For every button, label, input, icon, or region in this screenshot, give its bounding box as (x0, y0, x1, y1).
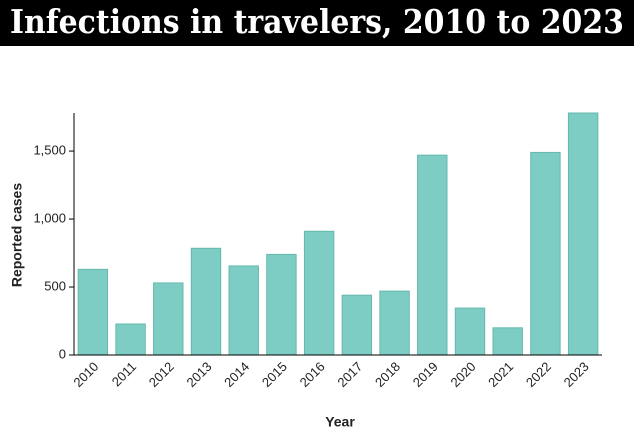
y-tick-label: 0 (59, 346, 66, 361)
x-tick-label: 2018 (372, 359, 403, 390)
x-tick-label: 2022 (523, 359, 554, 390)
x-tick-label: 2016 (297, 359, 328, 390)
y-axis-title: Reported cases (9, 183, 25, 287)
x-tick-label: 2010 (70, 359, 101, 390)
bar (190, 247, 222, 356)
x-tick-label: 2020 (447, 359, 478, 390)
title-banner (0, 0, 634, 46)
bar (228, 265, 259, 356)
y-tick-label: 1,000 (33, 210, 66, 225)
x-tick-label: 2013 (183, 359, 214, 390)
x-tick-label: 2014 (221, 359, 252, 390)
bar (115, 323, 146, 356)
x-tick-label: 2021 (485, 359, 516, 390)
bar (454, 307, 486, 356)
bar (530, 151, 561, 356)
y-tick-label: 500 (44, 278, 66, 293)
bar (492, 327, 523, 356)
x-tick-label: 2015 (259, 359, 290, 390)
y-tick-label: 1,500 (33, 143, 66, 158)
chart-title: Infections in travelers, 2010 to 2023 (10, 2, 624, 41)
x-axis-title: Year (325, 414, 355, 430)
bar (153, 282, 184, 356)
bar (341, 294, 373, 356)
x-tick-label: 2023 (561, 359, 592, 390)
bar (379, 290, 410, 356)
x-tick-label: 2012 (146, 359, 177, 390)
bar (303, 230, 335, 356)
x-tick-label: 2019 (410, 359, 441, 390)
bar (266, 253, 297, 356)
bar (567, 112, 599, 356)
bar (77, 268, 109, 356)
bar (417, 154, 448, 356)
x-tick-label: 2011 (109, 359, 139, 389)
x-tick-label: 2017 (334, 359, 365, 390)
